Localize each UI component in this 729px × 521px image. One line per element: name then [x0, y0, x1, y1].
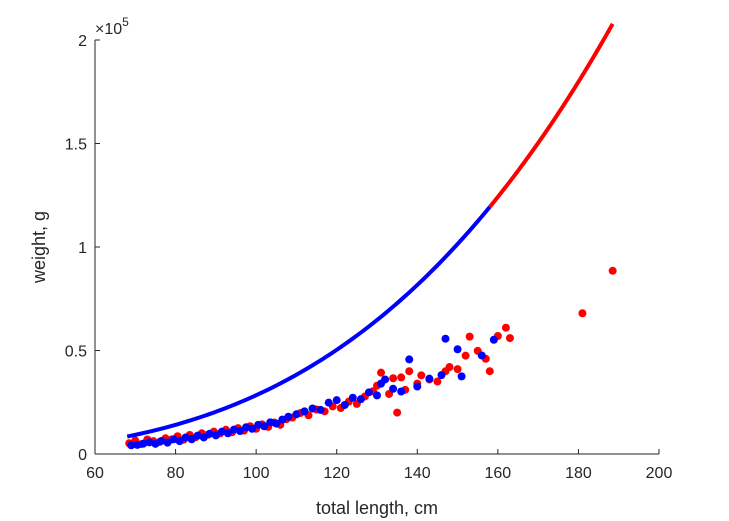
data-point: [457, 372, 466, 381]
data-point: [425, 374, 434, 383]
data-point: [127, 441, 136, 450]
data-point: [377, 368, 386, 377]
x-tick-label: 80: [167, 465, 185, 482]
exponent-base: 10: [104, 21, 122, 38]
data-point: [389, 374, 398, 383]
data-point: [340, 400, 349, 409]
data-point: [260, 422, 269, 431]
data-point: [461, 351, 470, 360]
data-point: [254, 420, 263, 429]
data-point: [163, 438, 172, 447]
fit-curve: [126, 205, 492, 439]
data-point: [437, 371, 446, 380]
y-tick-label: 0: [78, 447, 87, 464]
data-point: [578, 309, 587, 318]
data-point: [266, 418, 275, 427]
data-point: [413, 382, 422, 391]
data-point: [308, 404, 317, 413]
data-point: [373, 391, 381, 400]
data-point: [356, 395, 365, 404]
x-tick-label: 100: [243, 465, 270, 482]
data-point: [175, 437, 184, 446]
data-point: [169, 435, 178, 444]
data-point: [292, 410, 301, 419]
data-point: [364, 388, 373, 397]
x-axis-title: total length, cm: [316, 498, 438, 518]
y-axis-title: weight, g: [29, 211, 49, 284]
fit-curve: [488, 22, 615, 209]
data-point: [181, 433, 190, 442]
data-point: [284, 412, 293, 421]
exponent-power: 5: [122, 15, 129, 29]
data-point: [381, 375, 390, 384]
data-point: [217, 427, 226, 436]
exponent-prefix: ×: [95, 21, 104, 38]
data-point: [608, 266, 617, 275]
axes: 60 80 100 120 140 160 180 200 0 0.5 1 1.5 2: [65, 33, 673, 482]
data-point: [157, 436, 166, 445]
data-point: [199, 433, 208, 442]
data-point: [453, 365, 462, 374]
y-ticks: 0 0.5 1 1.5 2: [65, 33, 100, 464]
data-point: [272, 419, 281, 428]
data-point: [505, 334, 514, 343]
data-point: [223, 429, 232, 438]
data-point: [211, 431, 220, 440]
data-point: [397, 373, 406, 382]
data-point: [405, 355, 414, 364]
data-point: [145, 438, 154, 447]
x-tick-label: 60: [86, 465, 104, 482]
data-point: [139, 439, 148, 448]
data-point: [205, 429, 214, 438]
data-point: [477, 351, 486, 360]
data-point: [242, 423, 251, 432]
data-point: [433, 377, 442, 386]
data-point: [332, 396, 341, 405]
data-point: [489, 335, 498, 344]
data-point: [193, 431, 202, 440]
data-point: [133, 440, 142, 449]
x-ticks: 60 80 100 120 140 160 180 200: [86, 449, 672, 482]
data-point: [405, 367, 414, 376]
plot-area: [125, 22, 617, 450]
data-point: [393, 408, 402, 417]
y-axis-exponent-label: ×105: [95, 15, 129, 38]
y-tick-label: 0.5: [65, 344, 87, 361]
data-point: [300, 407, 309, 416]
data-point: [389, 384, 398, 393]
data-point: [248, 424, 257, 433]
data-point: [324, 398, 333, 407]
data-point: [151, 439, 160, 448]
data-point: [417, 371, 426, 380]
data-point: [316, 405, 325, 414]
data-point: [501, 323, 510, 332]
data-point: [445, 363, 454, 372]
data-point: [278, 415, 287, 424]
y-tick-label: 2: [78, 33, 87, 50]
data-point: [397, 387, 406, 396]
y-tick-label: 1.5: [65, 137, 87, 154]
x-tick-label: 120: [323, 465, 350, 482]
data-point: [348, 393, 357, 402]
x-tick-label: 200: [646, 465, 673, 482]
data-point: [485, 367, 494, 376]
data-point: [229, 425, 238, 434]
x-tick-label: 140: [404, 465, 431, 482]
x-tick-label: 160: [485, 465, 512, 482]
data-point: [187, 435, 196, 444]
data-point: [465, 332, 474, 341]
data-point: [441, 334, 450, 343]
y-tick-label: 1: [78, 240, 87, 257]
data-point: [453, 345, 462, 354]
data-point: [236, 427, 245, 436]
x-tick-label: 180: [565, 465, 592, 482]
